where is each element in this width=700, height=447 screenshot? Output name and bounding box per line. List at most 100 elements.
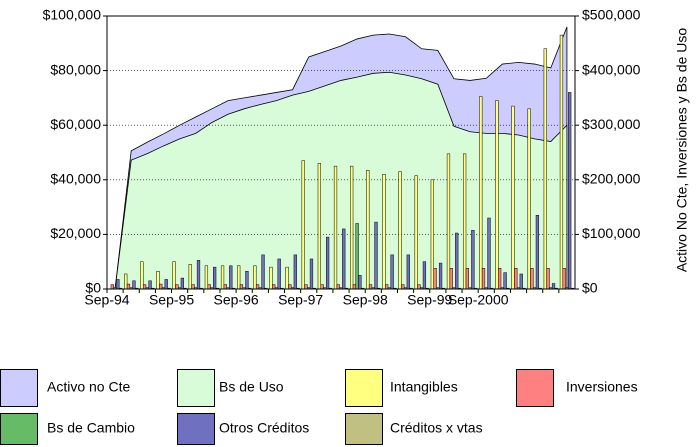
bar <box>487 217 491 290</box>
bar <box>288 284 292 290</box>
bar <box>285 266 289 290</box>
y-tick-label: $40,000 <box>50 171 101 187</box>
bar <box>352 284 357 290</box>
bar <box>414 175 418 290</box>
bar <box>350 165 354 290</box>
bar <box>465 268 469 290</box>
bar <box>530 268 534 290</box>
bar <box>390 254 394 290</box>
bar <box>498 268 502 290</box>
bar <box>110 284 114 290</box>
bar <box>207 284 211 290</box>
bar <box>355 223 359 290</box>
bar <box>479 96 483 290</box>
bar <box>446 153 451 290</box>
legend-swatch <box>177 413 215 445</box>
bar <box>272 284 276 290</box>
bar <box>124 273 128 290</box>
bar <box>481 268 486 290</box>
y2-tick-label: $300,000 <box>582 116 641 132</box>
bar <box>159 283 163 290</box>
bar <box>317 163 321 290</box>
bar <box>438 262 443 290</box>
bar <box>204 265 209 290</box>
y2-tick-label: $400,000 <box>582 61 641 77</box>
bar <box>562 268 566 290</box>
bar <box>220 265 225 290</box>
bar <box>535 215 540 290</box>
legend-label: Créditos x vtas <box>390 420 483 436</box>
bar <box>191 284 195 290</box>
bar <box>196 260 201 290</box>
bar <box>320 284 324 290</box>
bar <box>237 265 241 290</box>
legend-swatch <box>516 369 554 407</box>
bar <box>358 275 362 290</box>
bar <box>374 221 378 290</box>
bar <box>132 280 136 290</box>
bar <box>417 284 421 290</box>
bar <box>255 284 260 290</box>
bar <box>401 284 405 290</box>
y2-tick-label: $200,000 <box>582 171 641 187</box>
bar <box>148 280 152 290</box>
bar <box>342 228 346 290</box>
legend-swatch <box>345 369 383 407</box>
bar <box>455 232 459 290</box>
y-tick-label: $60,000 <box>50 116 101 132</box>
bar <box>430 179 434 290</box>
bar <box>368 284 373 290</box>
bar <box>449 268 453 290</box>
bar <box>398 171 402 290</box>
bar <box>527 108 531 290</box>
bar <box>333 165 338 290</box>
bar <box>382 174 386 290</box>
legend-label: Bs de Uso <box>219 379 284 395</box>
bar <box>156 271 160 290</box>
y2-tick-label: $100,000 <box>582 225 641 241</box>
legend-swatch <box>345 413 383 445</box>
bar <box>514 268 518 290</box>
bar <box>546 268 550 290</box>
legend-label: Activo no Cte <box>47 379 130 395</box>
bar <box>559 34 564 290</box>
legend-swatch <box>0 413 38 445</box>
bar <box>406 254 410 290</box>
x-tick-label: Sep-98 <box>343 292 388 308</box>
bar <box>229 265 233 290</box>
x-tick-label: Sep-96 <box>214 292 259 308</box>
bar <box>142 284 147 290</box>
bar <box>223 284 227 290</box>
bar <box>253 265 257 290</box>
bar <box>503 272 507 290</box>
bar <box>336 284 340 290</box>
bar <box>422 261 427 290</box>
bar <box>568 92 572 290</box>
x-tick-label: Sep-99 <box>407 292 452 308</box>
y2-tick-label: $500,000 <box>582 7 641 23</box>
area <box>114 71 568 290</box>
bar <box>213 266 217 290</box>
bar <box>325 236 330 290</box>
bar <box>471 230 475 290</box>
x-tick-label: Sep-97 <box>278 292 323 308</box>
bar <box>309 258 314 290</box>
x-tick-label: Sep-94 <box>84 292 129 308</box>
bar <box>543 48 547 290</box>
bar <box>175 284 179 290</box>
bar <box>495 100 499 290</box>
x-tick-label: Sep-95 <box>149 292 194 308</box>
bar <box>188 264 192 290</box>
bar <box>433 268 437 290</box>
legend-swatch <box>0 369 38 407</box>
y2-tick-label: $0 <box>582 280 598 296</box>
legend-label: Otros Créditos <box>219 420 309 436</box>
y-tick-label: $80,000 <box>50 61 101 77</box>
bar <box>511 105 515 290</box>
bar <box>172 261 176 290</box>
bar <box>301 160 305 290</box>
bar <box>164 279 168 290</box>
bar <box>519 273 523 290</box>
legend-label: Inversiones <box>566 379 638 395</box>
